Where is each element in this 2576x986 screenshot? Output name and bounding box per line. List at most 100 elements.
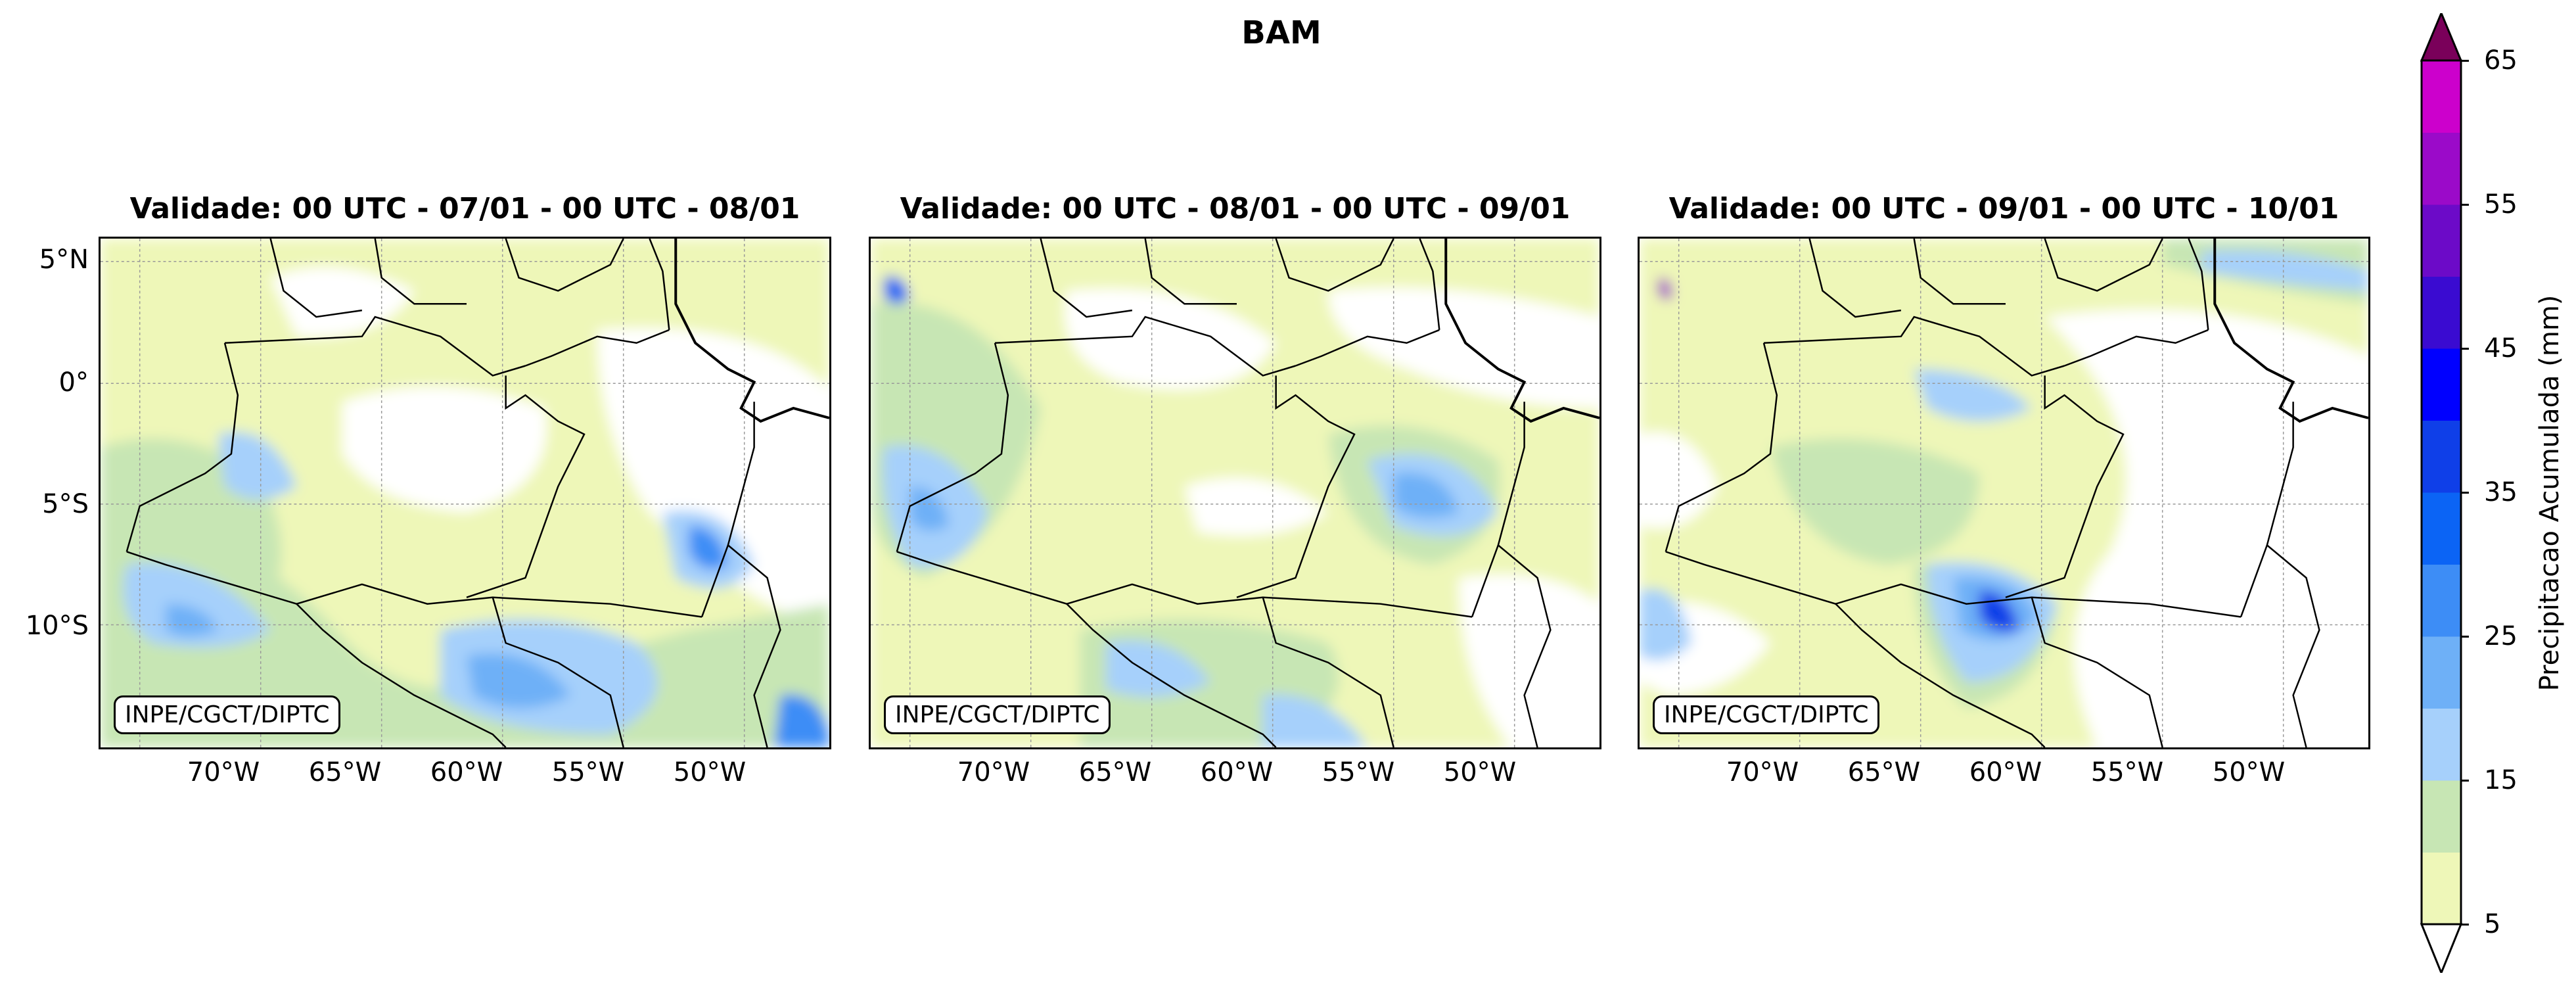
panel-2-precip-field <box>871 239 1599 747</box>
colorbar-tick-label: 65 <box>2484 45 2518 76</box>
political-border <box>296 603 507 747</box>
political-border <box>269 239 363 318</box>
political-border <box>1665 342 1778 552</box>
political-border <box>2266 544 2320 747</box>
political-border <box>1913 239 2006 305</box>
lon-tick-label: 70°W <box>1726 757 1799 787</box>
political-border <box>2044 239 2163 292</box>
panel-3-credit: INPE/CGCT/DIPTC <box>1653 695 1880 734</box>
political-border <box>374 239 467 305</box>
political-border <box>1419 239 1440 331</box>
colorbar-tick <box>2461 491 2469 494</box>
lon-tick-label: 65°W <box>308 757 382 787</box>
colorbar-segment <box>2422 348 2461 421</box>
lon-tick-label: 60°W <box>1969 757 2042 787</box>
political-border <box>727 544 781 747</box>
panel-2-title: Validade: 00 UTC - 08/01 - 00 UTC - 09/0… <box>900 192 1571 225</box>
political-border <box>1763 316 2065 377</box>
political-border <box>1236 375 1356 598</box>
political-border <box>126 551 702 618</box>
colorbar-segment <box>2422 276 2461 349</box>
political-border <box>994 316 1296 377</box>
coastline <box>674 239 829 423</box>
political-border <box>649 239 670 331</box>
political-border <box>2188 239 2209 331</box>
lat-tick-label: 10°S <box>25 611 89 641</box>
panel-1-map: INPE/CGCT/DIPTC <box>99 237 831 749</box>
colorbar-segment <box>2422 852 2461 925</box>
political-border <box>2240 402 2294 617</box>
lon-tick-label: 60°W <box>1200 757 1274 787</box>
political-border <box>1262 597 1394 747</box>
map-overlay <box>101 239 829 747</box>
panel-2-credit: INPE/CGCT/DIPTC <box>884 695 1111 734</box>
colorbar-tick-label: 45 <box>2484 333 2518 364</box>
colorbar-tick <box>2461 923 2469 926</box>
colorbar-segment <box>2422 60 2461 133</box>
lon-tick-label: 70°W <box>957 757 1030 787</box>
lat-tick-label: 5°S <box>42 489 89 519</box>
colorbar-segment <box>2422 708 2461 781</box>
panel-3-precip-field <box>1640 239 2368 747</box>
colorbar-segment <box>2422 420 2461 493</box>
political-border <box>1835 603 2046 747</box>
political-border <box>1471 402 1525 617</box>
panel-2-map: INPE/CGCT/DIPTC <box>869 237 1601 749</box>
coastline <box>1444 239 1599 423</box>
map-overlay <box>871 239 1599 747</box>
political-border <box>2064 329 2209 367</box>
political-border <box>525 329 670 367</box>
colorbar-tick <box>2461 59 2469 62</box>
colorbar-segment <box>2422 204 2461 277</box>
political-border <box>492 597 624 747</box>
lon-tick-label: 65°W <box>1847 757 1921 787</box>
lat-tick-label: 5°N <box>39 245 89 275</box>
colorbar-tick-label: 55 <box>2484 189 2518 220</box>
political-border <box>1066 603 1277 747</box>
colorbar-tick-label: 25 <box>2484 621 2518 651</box>
coastline <box>2213 239 2368 423</box>
political-border <box>2005 375 2125 598</box>
political-border <box>126 342 239 552</box>
lon-tick-label: 65°W <box>1078 757 1152 787</box>
lat-tick-label: 0° <box>58 367 89 398</box>
colorbar-segment <box>2422 780 2461 853</box>
lon-tick-label: 50°W <box>1443 757 1517 787</box>
colorbar-segment <box>2422 636 2461 709</box>
lon-tick-label: 55°W <box>2090 757 2164 787</box>
panel-3-map: INPE/CGCT/DIPTC <box>1638 237 2370 749</box>
lon-tick-label: 55°W <box>551 757 625 787</box>
map-overlay <box>1640 239 2368 747</box>
political-border <box>896 342 1009 552</box>
political-border <box>1808 239 1902 318</box>
colorbar-segment <box>2422 492 2461 565</box>
colorbar <box>2420 13 2463 973</box>
political-border <box>224 316 526 377</box>
panel-3-title: Validade: 00 UTC - 09/01 - 00 UTC - 10/0… <box>1668 192 2339 225</box>
political-border <box>466 375 586 598</box>
lon-tick-label: 50°W <box>673 757 747 787</box>
political-border <box>1295 329 1440 367</box>
colorbar-segment <box>2422 132 2461 205</box>
figure-title: BAM <box>1241 14 1322 51</box>
colorbar-segment <box>2422 564 2461 637</box>
political-border <box>1040 239 1133 318</box>
colorbar-extend-min <box>2420 923 2463 973</box>
panel-1-credit: INPE/CGCT/DIPTC <box>114 695 341 734</box>
colorbar-title: Precipitacao Acumulada (mm) <box>2535 294 2565 692</box>
political-border <box>1665 551 2242 618</box>
colorbar-tick <box>2461 779 2469 782</box>
colorbar-extend-max <box>2420 13 2463 62</box>
panel-1-title: Validade: 00 UTC - 07/01 - 00 UTC - 08/0… <box>129 192 800 225</box>
political-border <box>505 239 624 292</box>
lon-tick-label: 70°W <box>187 757 260 787</box>
lon-tick-label: 50°W <box>2212 757 2286 787</box>
lon-tick-label: 55°W <box>1322 757 1395 787</box>
colorbar-tick <box>2461 635 2469 638</box>
colorbar-tick-label: 5 <box>2484 909 2501 939</box>
panel-1-precip-field <box>101 239 829 747</box>
political-border <box>701 402 755 617</box>
colorbar-tick-label: 35 <box>2484 477 2518 507</box>
political-border <box>1275 239 1394 292</box>
